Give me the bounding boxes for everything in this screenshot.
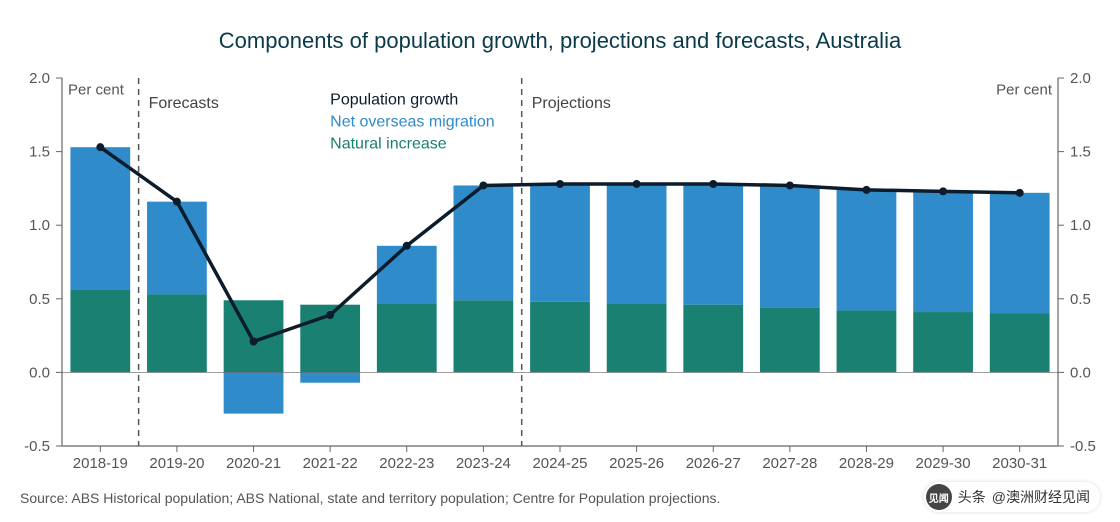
ytick-label-left: 1.5 <box>29 144 50 161</box>
bar-natural-increase <box>454 300 514 372</box>
xtick-label: 2022-23 <box>379 455 434 472</box>
bar-net-migration <box>300 372 360 382</box>
ytick-label-right: 2.0 <box>1070 70 1091 87</box>
marker-population-growth <box>326 311 334 319</box>
watermark-prefix: 头条 <box>958 487 986 507</box>
marker-population-growth <box>556 180 564 188</box>
bar-net-migration <box>683 184 743 305</box>
xtick-label: 2027-28 <box>762 455 817 472</box>
xtick-label: 2019-20 <box>149 455 204 472</box>
bar-net-migration <box>377 246 437 303</box>
xtick-label: 2020-21 <box>226 455 281 472</box>
marker-population-growth <box>479 181 487 189</box>
ytick-label-left: 1.0 <box>29 217 50 234</box>
watermark: 见闻 头条 @澳洲财经见闻 <box>924 482 1100 512</box>
ytick-label-right: 0.5 <box>1070 291 1091 308</box>
bar-net-migration <box>224 372 284 413</box>
legend-item: Net overseas migration <box>330 113 495 130</box>
ytick-label-left: 2.0 <box>29 70 50 87</box>
ytick-label-right: 1.5 <box>1070 144 1091 161</box>
xtick-label: 2024-25 <box>532 455 587 472</box>
bar-natural-increase <box>70 290 130 372</box>
xtick-label: 2026-27 <box>686 455 741 472</box>
marker-population-growth <box>633 180 641 188</box>
bar-natural-increase <box>530 302 590 373</box>
y-axis-label-left: Per cent <box>68 81 125 98</box>
bar-natural-increase <box>607 303 667 372</box>
bar-net-migration <box>607 184 667 303</box>
marker-population-growth <box>1016 189 1024 197</box>
marker-population-growth <box>403 242 411 250</box>
divider-label: Forecasts <box>149 95 219 112</box>
bar-natural-increase <box>683 305 743 373</box>
bar-natural-increase <box>760 308 820 373</box>
marker-population-growth <box>96 143 104 151</box>
xtick-label: 2025-26 <box>609 455 664 472</box>
bar-natural-increase <box>990 314 1050 373</box>
xtick-label: 2030-31 <box>992 455 1047 472</box>
source-note: Source: ABS Historical population; ABS N… <box>20 490 720 506</box>
bar-net-migration <box>913 191 973 312</box>
ytick-label-right: 0.0 <box>1070 364 1091 381</box>
xtick-label: 2021-22 <box>303 455 358 472</box>
bar-natural-increase <box>837 311 897 373</box>
bar-net-migration <box>530 184 590 302</box>
marker-population-growth <box>862 186 870 194</box>
legend-item: Natural increase <box>330 135 447 152</box>
y-axis-label-right: Per cent <box>996 81 1053 98</box>
population-chart: -0.5 -0.5 0.0 0.0 0.5 0.5 1.0 1.0 1.5 1.5 2.0 2.0 Pe… <box>0 0 1120 522</box>
xtick-label: 2018-19 <box>73 455 128 472</box>
marker-population-growth <box>250 337 258 345</box>
bar-natural-increase <box>377 303 437 372</box>
xtick-label: 2029-30 <box>916 455 971 472</box>
ytick-label-right: -0.5 <box>1070 438 1096 455</box>
marker-population-growth <box>786 181 794 189</box>
ytick-label-left: -0.5 <box>24 438 50 455</box>
marker-population-growth <box>939 187 947 195</box>
bar-net-migration <box>70 147 130 290</box>
xtick-label: 2028-29 <box>839 455 894 472</box>
ytick-label-left: 0.0 <box>29 364 50 381</box>
marker-population-growth <box>173 198 181 206</box>
bar-net-migration <box>760 185 820 307</box>
bar-net-migration <box>990 193 1050 314</box>
watermark-handle: @澳洲财经见闻 <box>992 487 1090 507</box>
bar-natural-increase <box>147 294 207 372</box>
bar-net-migration <box>837 190 897 311</box>
bar-natural-increase <box>913 312 973 372</box>
divider-label: Projections <box>532 95 611 112</box>
xtick-label: 2023-24 <box>456 455 511 472</box>
ytick-label-left: 0.5 <box>29 291 50 308</box>
bar-net-migration <box>147 202 207 295</box>
legend-item: Population growth <box>330 91 458 108</box>
ytick-label-right: 1.0 <box>1070 217 1091 234</box>
watermark-avatar: 见闻 <box>926 484 952 510</box>
bar-natural-increase <box>224 300 284 372</box>
marker-population-growth <box>709 180 717 188</box>
